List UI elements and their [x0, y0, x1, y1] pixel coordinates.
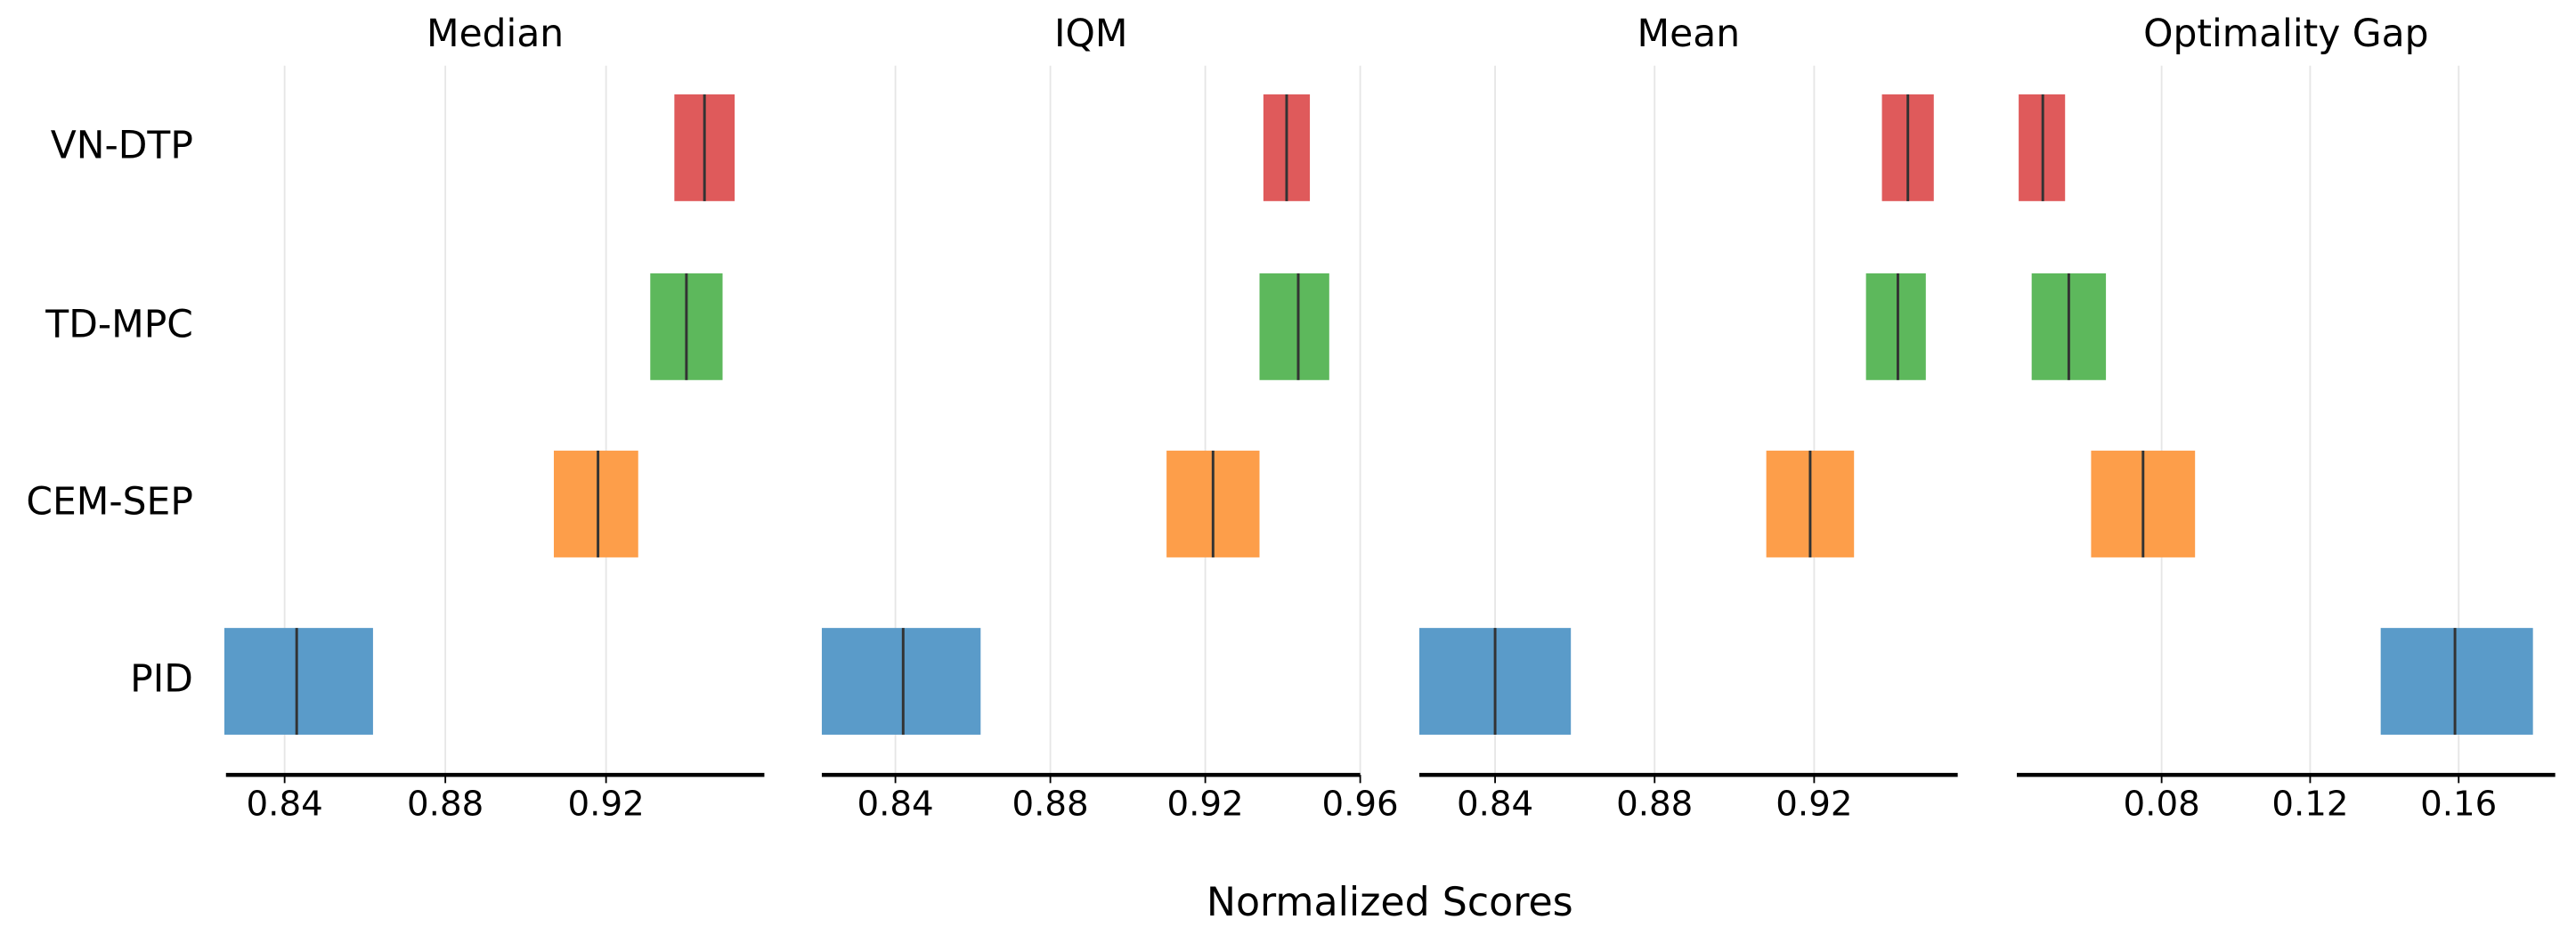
panel-title: Optimality Gap	[2143, 12, 2428, 55]
x-tick-label: 0.84	[1457, 785, 1533, 825]
x-tick-label: 0.12	[2271, 785, 2348, 825]
y-tick-label: TD-MPC	[45, 302, 193, 346]
panel-title: Median	[427, 12, 564, 55]
interval-bar	[1865, 273, 1926, 380]
x-tick-label: 0.88	[1012, 785, 1089, 825]
interval-bar	[1259, 273, 1329, 380]
x-tick-label: 0.84	[857, 785, 934, 825]
y-tick-label: PID	[130, 657, 193, 701]
x-axis-label: Normalized Scores	[1207, 880, 1573, 925]
panel-title: Mean	[1637, 12, 1740, 55]
interval-bar	[821, 628, 981, 735]
panel-title: IQM	[1054, 12, 1127, 55]
interval-bar	[2380, 628, 2533, 735]
x-tick-label: 0.16	[2420, 785, 2497, 825]
y-tick-label: VN-DTP	[51, 123, 193, 167]
y-tick-label: CEM-SEP	[26, 479, 193, 523]
x-tick-label: 0.92	[568, 785, 645, 825]
interval-bar	[553, 451, 638, 557]
x-tick-label: 0.88	[407, 785, 484, 825]
interval-bar	[223, 628, 373, 735]
x-tick-label: 0.84	[247, 785, 323, 825]
x-tick-label: 0.88	[1616, 785, 1693, 825]
x-tick-label: 0.92	[1167, 785, 1244, 825]
x-tick-label: 0.08	[2124, 785, 2200, 825]
x-tick-label: 0.92	[1776, 785, 1852, 825]
x-tick-label: 0.96	[1322, 785, 1399, 825]
